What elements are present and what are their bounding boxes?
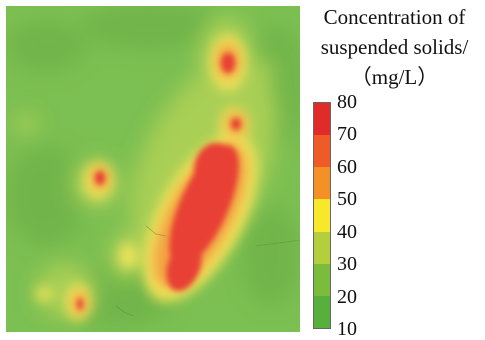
- color-scale-tick-label: 30: [337, 253, 357, 276]
- color-scale-tick-label: 50: [337, 188, 357, 211]
- legend-title-line-1: Concentration of: [323, 5, 466, 29]
- color-scale-tick-label: 80: [337, 91, 357, 113]
- suspended-solids-map: [6, 6, 300, 332]
- legend-title-line-2: suspended solids/: [320, 35, 469, 59]
- legend-title-line-3: （mg/L）: [350, 65, 439, 89]
- color-scale-swatch: [314, 135, 330, 168]
- color-scale-swatch: [314, 167, 330, 200]
- color-scale-swatch: [314, 263, 330, 296]
- color-scale-tick-label: 70: [337, 123, 357, 146]
- color-scale-swatch: [314, 103, 330, 136]
- boundary-lines: [115, 225, 300, 317]
- color-scale-tick-label: 40: [337, 220, 357, 243]
- color-scale-tick-label: 60: [337, 155, 357, 178]
- color-scale-tick-label: 10: [337, 318, 357, 340]
- color-scale-bar: [313, 102, 331, 329]
- high-concentration-areas: [77, 53, 241, 310]
- color-scale-swatch: [314, 231, 330, 264]
- color-scale-swatch: [314, 295, 330, 328]
- color-scale-swatch: [314, 199, 330, 232]
- color-scale-tick-label: 20: [337, 285, 357, 308]
